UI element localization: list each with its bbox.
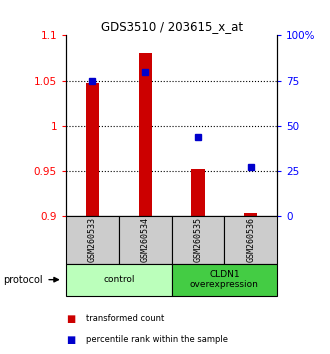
Bar: [224, 216, 277, 264]
Text: GSM260534: GSM260534: [141, 217, 150, 262]
Bar: [244, 213, 257, 216]
Text: ■: ■: [66, 314, 75, 324]
Bar: [139, 53, 152, 216]
Bar: [172, 216, 224, 264]
Text: control: control: [103, 275, 135, 284]
Text: CLDN1
overexpression: CLDN1 overexpression: [190, 270, 259, 289]
Text: protocol: protocol: [3, 275, 43, 285]
Text: percentile rank within the sample: percentile rank within the sample: [86, 335, 228, 344]
Bar: [191, 169, 205, 216]
Bar: [66, 216, 119, 264]
Bar: [86, 83, 99, 216]
Bar: [172, 264, 277, 296]
Text: GSM260536: GSM260536: [246, 217, 255, 262]
Text: GSM260533: GSM260533: [88, 217, 97, 262]
Bar: [119, 216, 172, 264]
Text: transformed count: transformed count: [86, 314, 164, 323]
Text: ■: ■: [66, 335, 75, 345]
Text: GSM260535: GSM260535: [193, 217, 203, 262]
Bar: [66, 264, 172, 296]
Title: GDS3510 / 203615_x_at: GDS3510 / 203615_x_at: [101, 20, 243, 33]
